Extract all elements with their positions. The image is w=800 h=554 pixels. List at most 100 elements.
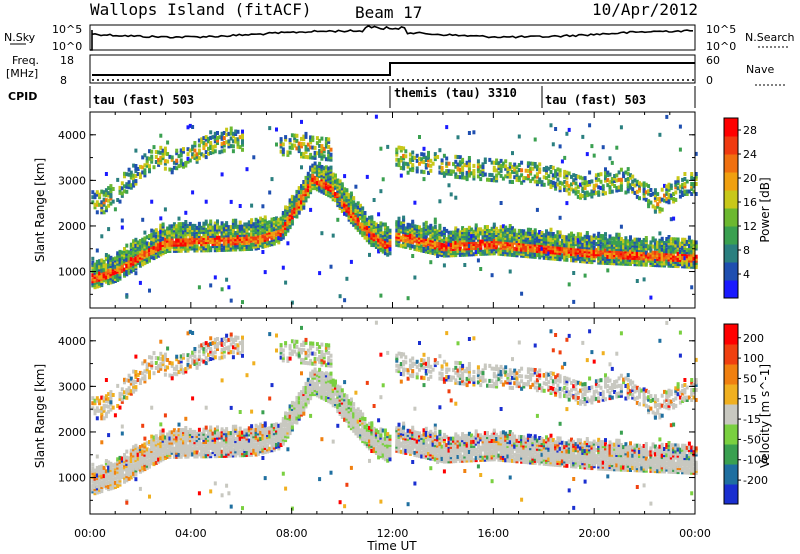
power-cell — [161, 241, 165, 245]
velocity-cell — [193, 440, 197, 445]
power-cell — [98, 265, 102, 270]
power-cell — [175, 161, 179, 166]
power-cell — [470, 250, 474, 255]
power-cell — [422, 146, 426, 151]
power-cell — [467, 252, 471, 257]
power-cell — [238, 145, 242, 150]
velocity-cell — [132, 387, 136, 392]
power-cell — [458, 236, 462, 241]
power-cell — [327, 166, 331, 171]
power-cell — [565, 239, 569, 244]
power-cell — [116, 273, 120, 278]
power-cell — [182, 246, 185, 251]
power-cell — [581, 242, 585, 247]
power-cell — [601, 186, 605, 191]
power-cell — [154, 242, 158, 247]
power-cell — [132, 241, 136, 246]
power-cell — [320, 179, 324, 184]
power-cell — [370, 229, 374, 234]
power-cell — [522, 239, 526, 244]
power-cell — [95, 267, 99, 272]
power-cell — [481, 169, 485, 174]
power-cell — [113, 207, 117, 212]
power-cell — [644, 236, 648, 240]
power-cell — [129, 257, 133, 262]
power-cell — [399, 173, 403, 178]
power-cell — [454, 251, 458, 255]
velocity-cell — [104, 404, 108, 409]
power-cell — [281, 215, 285, 220]
velocity-cell — [186, 452, 190, 457]
power-cell — [290, 300, 294, 305]
power-cell — [570, 182, 573, 187]
power-cell — [488, 233, 492, 238]
power-cell — [547, 231, 551, 236]
power-cell — [288, 216, 292, 221]
power-cell — [256, 243, 260, 248]
power-cell — [100, 277, 104, 281]
power-cell — [331, 172, 335, 177]
power-cell — [209, 233, 213, 238]
velocity-cell — [179, 354, 183, 359]
velocity-cell — [127, 466, 131, 471]
velocity-cell — [107, 399, 111, 404]
power-cell — [520, 251, 524, 256]
power-cell — [172, 222, 176, 227]
power-cell — [179, 240, 183, 245]
power-cell — [431, 249, 435, 253]
power-cell — [356, 205, 360, 210]
power-cell — [422, 232, 426, 237]
power-cell — [531, 252, 535, 257]
power-cell — [442, 233, 446, 238]
velocity-cell — [172, 428, 176, 433]
power-cell — [495, 173, 499, 178]
power-cell — [429, 242, 433, 247]
power-cell — [440, 168, 444, 173]
power-cell — [465, 252, 469, 257]
power-cell — [606, 247, 610, 252]
power-cell — [413, 244, 417, 249]
velocity-cell — [157, 439, 161, 444]
power-cell — [558, 180, 562, 185]
power-cell — [476, 247, 480, 252]
power-cell — [504, 244, 508, 249]
velocity-cell — [182, 432, 185, 437]
velocity-cell — [95, 454, 99, 459]
power-cell — [154, 238, 158, 243]
power-cell — [241, 226, 244, 231]
power-cell — [377, 246, 381, 251]
power-cell — [179, 228, 183, 233]
power-cell — [551, 175, 555, 180]
power-cell — [601, 145, 605, 150]
power-cell — [91, 281, 95, 286]
power-cell — [343, 199, 347, 204]
power-cell — [118, 249, 122, 254]
power-cell — [279, 228, 283, 233]
power-cell — [363, 217, 367, 222]
power-cell — [238, 239, 242, 244]
power-cell — [231, 131, 235, 136]
velocity-cell — [193, 362, 197, 366]
power-cell — [100, 281, 104, 286]
power-cell — [415, 153, 419, 158]
power-cell — [669, 261, 673, 266]
power-cell — [558, 144, 562, 149]
power-cell — [227, 235, 231, 240]
power-cell — [261, 250, 265, 254]
velocity-cell — [109, 461, 113, 466]
power-cell — [297, 144, 301, 149]
velocity-cell — [172, 454, 176, 459]
power-cell — [372, 235, 376, 240]
power-cell — [517, 235, 521, 240]
power-cell — [558, 215, 562, 220]
power-cell — [574, 174, 578, 178]
power-cell — [513, 167, 517, 172]
velocity-cell — [127, 388, 131, 393]
power-cell — [452, 162, 455, 167]
power-cell — [563, 243, 567, 248]
power-cell — [690, 248, 694, 253]
power-cell — [154, 160, 158, 164]
power-cell — [306, 142, 310, 147]
power-cell — [297, 147, 301, 152]
power-cell — [490, 226, 494, 231]
